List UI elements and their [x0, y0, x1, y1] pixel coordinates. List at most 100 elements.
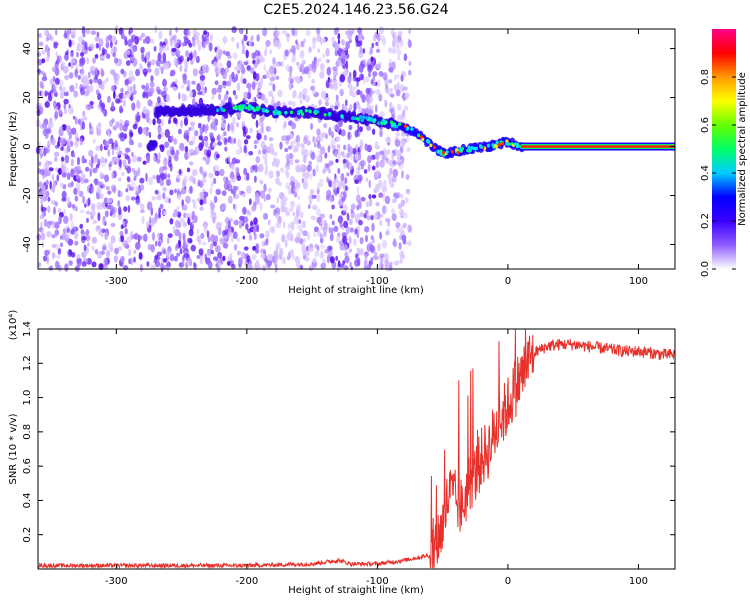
- spectrogram-cell: [379, 150, 385, 156]
- y-tick-label: 1.2: [22, 355, 33, 371]
- spectrogram-cell: [241, 193, 247, 198]
- spectrogram-cell: [100, 156, 105, 163]
- spectrogram-cell: [338, 59, 342, 67]
- spectrogram-cell: [367, 65, 373, 73]
- spectrogram-cell: [178, 243, 182, 249]
- spectrogram-cell: [74, 116, 78, 125]
- spectrogram-cell: [381, 153, 387, 161]
- spectrogram-cell: [320, 69, 325, 77]
- spectrogram-cell: [294, 236, 301, 244]
- spectrogram-cell: [382, 193, 386, 202]
- signal-peak: [323, 113, 327, 117]
- spectrogram-cell: [348, 236, 352, 245]
- spectrogram-cell: [290, 200, 295, 208]
- spectrogram-cell: [177, 194, 182, 201]
- spectrogram-cell: [107, 34, 113, 41]
- spectrogram-heatmap: [35, 25, 675, 273]
- spectrogram-cell: [379, 253, 385, 259]
- spectrogram-cell: [151, 196, 157, 201]
- spectrogram-cell: [402, 71, 407, 77]
- spectrogram-cell: [395, 88, 401, 97]
- spectrogram-cell: [74, 195, 79, 202]
- spectrogram-cell: [123, 206, 128, 212]
- spectrogram-cell: [288, 222, 294, 228]
- spectrogram-cell: [255, 155, 261, 164]
- spectrogram-cell: [243, 61, 249, 66]
- spectrogram-cell: [312, 257, 317, 264]
- spectrogram-cell: [96, 225, 100, 230]
- spectrogram-cell: [263, 241, 268, 246]
- spectrogram-cell: [269, 76, 276, 82]
- spectrogram-cell: [390, 87, 393, 92]
- spectrogram-cell: [347, 75, 352, 84]
- spectrogram-cell: [337, 33, 341, 41]
- spectrogram-cell: [236, 237, 241, 242]
- spectrogram-cell: [337, 232, 341, 237]
- spectrogram-cell: [137, 142, 143, 149]
- spectrogram-cell: [230, 164, 235, 171]
- spectrogram-cell: [45, 179, 49, 186]
- spectrogram-cell: [181, 42, 186, 47]
- spectrogram-cell: [203, 135, 209, 142]
- spectrogram-cell: [73, 187, 78, 195]
- spectrogram-cell: [156, 175, 161, 184]
- spectrogram-cell: [178, 92, 181, 100]
- spectrogram-cell: [70, 57, 76, 64]
- spectrogram-cell: [371, 194, 377, 199]
- spectrogram-cell: [315, 164, 319, 173]
- spectrogram-cell: [334, 49, 338, 57]
- spectrogram-cell: [86, 217, 89, 223]
- signal-peak: [340, 114, 344, 118]
- spectrogram-cell: [74, 68, 78, 78]
- spectrogram-frame: [37, 28, 676, 270]
- spectrogram-cell: [103, 108, 108, 117]
- spectrogram-cell: [66, 125, 71, 133]
- spectrogram-cell: [316, 216, 322, 224]
- spectrogram-cell: [176, 205, 180, 211]
- spectrogram-cell: [179, 248, 183, 255]
- spectrogram-cell: [167, 173, 171, 179]
- spectrogram-cell: [320, 90, 327, 99]
- spectrogram-cell: [247, 209, 250, 216]
- spectrogram-cell: [81, 251, 87, 259]
- spectrogram-cell: [242, 206, 247, 215]
- spectrogram-cell: [407, 39, 412, 48]
- spectrogram-cell: [285, 33, 291, 39]
- spectrogram-cell: [133, 89, 137, 95]
- spectrogram-cell: [172, 86, 178, 91]
- spectrogram-cell: [386, 89, 391, 96]
- spectrogram-cell: [222, 36, 228, 44]
- spectrogram-cell: [60, 146, 64, 151]
- spectrogram-cell: [366, 94, 371, 104]
- spectrogram-cell: [293, 186, 299, 193]
- spectrogram-cell: [155, 260, 161, 268]
- spectrogram-cell: [268, 81, 274, 86]
- spectrogram-cell: [58, 215, 62, 225]
- spectrogram-cell: [184, 129, 190, 136]
- spectrogram-cell: [374, 88, 381, 95]
- x-tick-label: -200: [236, 576, 259, 587]
- spectrogram-cell: [120, 68, 125, 75]
- y-tick-label: -20: [22, 187, 33, 203]
- spectrogram-cell: [251, 98, 255, 103]
- spectrogram-cell: [342, 204, 348, 212]
- spectrogram-cell: [235, 73, 239, 82]
- spectrogram-cell: [77, 75, 81, 80]
- spectrogram-cell: [379, 159, 385, 168]
- spectrogram-cell: [332, 66, 338, 71]
- spectrogram-cell: [56, 174, 60, 182]
- spectrogram-cell: [231, 157, 237, 164]
- spectrogram-cell: [70, 228, 75, 235]
- spectrogram-cell: [46, 231, 52, 238]
- spectrogram-cell: [233, 137, 237, 144]
- spectrogram-cell: [185, 50, 190, 58]
- spectrogram-cell: [333, 124, 337, 130]
- spectrogram-cell: [301, 220, 306, 229]
- spectrogram-cell: [61, 164, 65, 174]
- signal-peak: [433, 145, 437, 150]
- spectrogram-cell: [111, 118, 115, 124]
- spectrogram-cell: [275, 242, 281, 250]
- spectrogram-cell: [53, 88, 57, 94]
- spectrogram-cell: [219, 238, 224, 245]
- spectrogram-cell: [97, 212, 101, 222]
